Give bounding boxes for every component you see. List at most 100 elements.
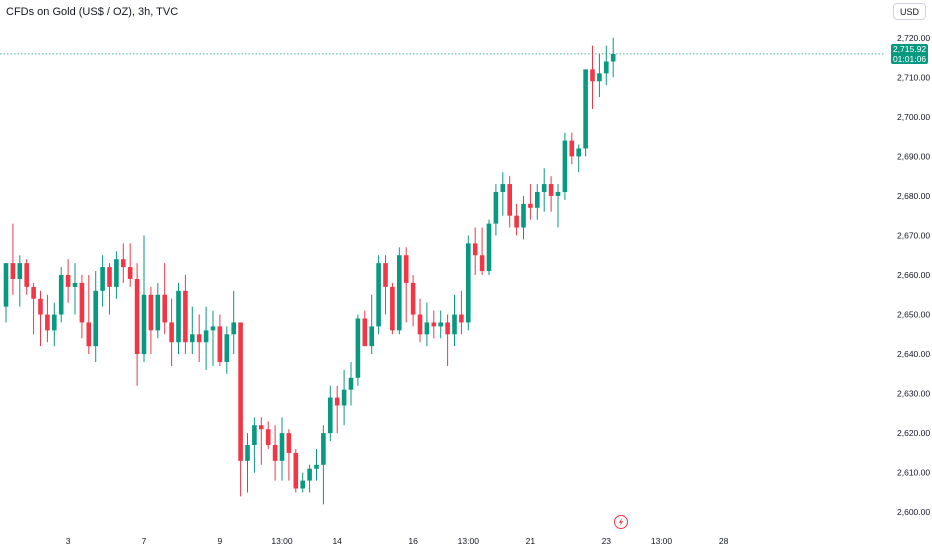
candle-body	[31, 286, 36, 299]
candle	[176, 282, 181, 355]
candle	[590, 45, 595, 109]
candle-body	[210, 326, 216, 331]
candle	[293, 448, 299, 493]
candle	[376, 255, 381, 335]
candle	[114, 251, 119, 299]
candle	[390, 282, 395, 335]
lightning-event-icon[interactable]	[614, 515, 628, 529]
candle-body	[86, 322, 92, 347]
price-tick-label: 2,690.00	[897, 151, 930, 161]
price-tick-label: 2,620.00	[897, 428, 930, 438]
candle-body	[93, 290, 98, 347]
price-tick-label: 2,720.00	[897, 33, 930, 43]
candle-body	[417, 314, 423, 335]
candle-body	[403, 255, 409, 283]
candle	[431, 310, 437, 339]
candle	[341, 369, 347, 426]
currency-button[interactable]: USD	[893, 3, 926, 20]
candle	[355, 314, 361, 386]
candle	[507, 176, 512, 228]
candle-body	[479, 255, 485, 272]
candle-body	[397, 255, 402, 331]
time-tick-label: 28	[719, 536, 729, 546]
candle-body	[466, 243, 471, 323]
candle-body	[541, 184, 547, 192]
candle-body	[307, 468, 312, 481]
candle-body	[10, 263, 16, 279]
candle	[472, 227, 478, 275]
candle	[300, 472, 305, 493]
candle-body	[493, 191, 499, 224]
candle-body	[52, 314, 57, 331]
candle	[548, 176, 554, 212]
candle-body	[555, 191, 561, 196]
candle	[3, 263, 9, 323]
candle	[321, 425, 326, 505]
candle-body	[279, 433, 285, 461]
candle-body	[348, 377, 354, 390]
candle	[31, 282, 36, 335]
candle-body	[548, 184, 554, 196]
candle	[610, 37, 616, 78]
candle-body	[265, 429, 271, 446]
price-tick-label: 2,710.00	[897, 72, 930, 82]
candle-body	[583, 69, 588, 149]
time-tick-label: 16	[408, 536, 418, 546]
candle	[369, 294, 374, 355]
candle	[272, 425, 278, 481]
time-axis[interactable]: 3 7 9 13:00 14 16 13:00 21 23 13:00 28	[66, 536, 729, 546]
candle	[328, 385, 333, 442]
candle-body	[183, 290, 188, 343]
candle	[141, 235, 147, 362]
candle	[403, 247, 409, 323]
candle-body	[114, 259, 119, 287]
candle-body	[390, 286, 395, 331]
candle-body	[162, 294, 167, 323]
candle-body	[569, 140, 575, 157]
candle-body	[438, 322, 443, 327]
candle-body	[217, 326, 223, 362]
candle-body	[521, 203, 526, 228]
candle	[224, 326, 230, 374]
price-axis[interactable]: 2,600.00 2,610.00 2,620.00 2,630.00 2,640.00…	[897, 33, 930, 517]
candle	[417, 298, 423, 343]
candle	[362, 310, 368, 347]
candle-body	[293, 452, 299, 489]
candle	[169, 298, 174, 366]
last-price-value: 2,715.92	[892, 43, 927, 54]
candle	[562, 132, 568, 200]
candle-body	[190, 334, 195, 343]
time-tick-label: 13:00	[271, 536, 293, 546]
candle	[238, 322, 243, 497]
candle	[100, 255, 105, 307]
candle-body	[507, 184, 512, 216]
time-tick-label: 23	[602, 536, 612, 546]
candle-body	[314, 464, 319, 469]
candle-body	[562, 140, 568, 192]
candle	[569, 132, 575, 165]
candle	[121, 243, 126, 283]
candle-body	[38, 298, 43, 315]
candle	[107, 263, 112, 315]
candle	[486, 219, 492, 275]
candle-body	[196, 334, 202, 343]
candle-body	[286, 433, 292, 453]
candle-body	[3, 263, 9, 307]
candle	[541, 168, 547, 212]
candle	[604, 45, 609, 86]
candle	[58, 267, 64, 323]
price-tick-label: 2,670.00	[897, 230, 930, 240]
candle-body	[72, 282, 78, 287]
time-tick-label: 9	[218, 536, 223, 546]
candle-body	[528, 203, 533, 208]
candle	[24, 259, 29, 295]
candle	[397, 247, 402, 335]
candle	[10, 223, 16, 295]
candle	[231, 290, 236, 355]
candle	[155, 282, 161, 339]
candle	[86, 275, 92, 355]
candle-body	[134, 278, 140, 355]
candles-layer	[3, 37, 616, 505]
candle	[203, 306, 209, 370]
